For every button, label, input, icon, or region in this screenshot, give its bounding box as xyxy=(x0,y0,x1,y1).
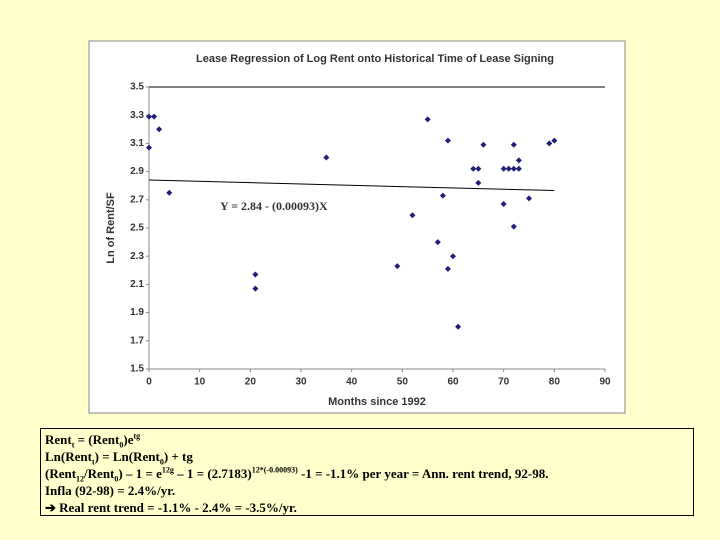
text-run: t xyxy=(71,440,75,450)
chart-title: Lease Regression of Log Rent onto Histor… xyxy=(196,53,554,65)
text-run: -1 = -1.1% per year = Ann. rent trend, 9… xyxy=(297,466,549,481)
data-point xyxy=(475,165,482,172)
y-tick-label: 1.9 xyxy=(130,307,144,318)
data-point xyxy=(166,189,173,196)
text-run: 12g xyxy=(161,465,174,475)
y-tick-label: 2.7 xyxy=(130,194,144,205)
text-run: Ln(Rent xyxy=(45,449,92,464)
text-run: t xyxy=(91,457,95,467)
data-point xyxy=(510,165,517,172)
text-run: – 1 = (2.7183) xyxy=(173,466,252,481)
text-run: Infla (92-98) = 2.4%/yr. xyxy=(45,483,176,498)
x-tick-label: 10 xyxy=(194,377,206,388)
y-tick-label: 1.7 xyxy=(130,335,144,346)
data-point xyxy=(450,253,456,260)
regression-equation: Y = 2.84 - (0.00093)X xyxy=(220,199,328,213)
text-line: Rentt = (Rent0)etg xyxy=(45,431,689,450)
data-point xyxy=(146,113,152,120)
x-tick-label: 50 xyxy=(397,377,409,388)
text-box: Rentt = (Rent0)etg Ln(Rentt) = Ln(Rent0) … xyxy=(40,428,694,516)
text-run: 12 xyxy=(76,474,85,484)
data-point xyxy=(546,140,553,147)
text-run: ) – 1 = e xyxy=(118,466,162,481)
data-point xyxy=(455,323,462,330)
y-tick-label: 1.5 xyxy=(130,364,144,375)
text-run: tg xyxy=(133,431,141,441)
data-point xyxy=(500,201,507,208)
data-point xyxy=(323,154,330,161)
chart-area xyxy=(88,40,626,414)
text-line: ➔ Real rent trend = -1.1% - 2.4% = -3.5%… xyxy=(45,499,689,516)
text-run: 0 xyxy=(114,474,119,484)
text-run: (Rent xyxy=(45,466,77,481)
y-tick-label: 3.3 xyxy=(130,110,144,121)
y-tick-label: 2.3 xyxy=(130,251,144,262)
text-line: Infla (92-98) = 2.4%/yr. xyxy=(45,482,689,499)
text-line: Ln(Rentt) = Ln(Rent0) + tg xyxy=(45,448,689,467)
y-tick-label: 3.1 xyxy=(130,138,144,149)
text-run: 0 xyxy=(119,440,124,450)
data-point xyxy=(505,165,512,172)
x-axis-label: Months since 1992 xyxy=(328,396,426,408)
data-point xyxy=(151,113,158,120)
x-tick-label: 30 xyxy=(295,377,307,388)
text-run: 12*(-0.00093) xyxy=(251,465,298,475)
data-point xyxy=(551,137,558,144)
data-point xyxy=(439,192,446,199)
text-line: (Rent12/Rent0) – 1 = e12g – 1 = (2.7183)… xyxy=(45,465,689,484)
data-point xyxy=(526,195,532,202)
x-tick-label: 20 xyxy=(245,377,257,388)
data-point xyxy=(475,179,482,186)
x-tick-label: 0 xyxy=(146,377,152,388)
data-point xyxy=(480,141,487,148)
data-point xyxy=(156,126,163,133)
data-point xyxy=(510,141,517,148)
data-point xyxy=(146,144,152,151)
data-point xyxy=(394,263,401,270)
x-tick-label: 90 xyxy=(599,377,611,388)
data-point xyxy=(252,285,259,292)
data-point xyxy=(444,137,451,144)
x-tick-label: 70 xyxy=(498,377,510,388)
y-tick-label: 2.9 xyxy=(130,166,144,177)
trend-line xyxy=(148,179,555,192)
text-run: ➔ Real rent trend = -1.1% - 2.4% = -3.5%… xyxy=(45,500,297,515)
text-run: ) = Ln(Rent xyxy=(94,449,160,464)
data-point xyxy=(409,212,416,219)
x-tick-label: 40 xyxy=(346,377,358,388)
text-run: /Rent xyxy=(84,466,115,481)
data-point xyxy=(500,165,507,172)
y-tick-label: 3.5 xyxy=(130,82,144,93)
text-run: ) + tg xyxy=(163,449,193,464)
data-point xyxy=(510,223,517,230)
data-point xyxy=(424,116,431,123)
x-tick-label: 60 xyxy=(447,377,459,388)
data-point xyxy=(470,165,477,172)
data-point xyxy=(515,157,522,164)
y-axis-label: Ln of Rent/SF xyxy=(105,192,117,264)
text-run: 0 xyxy=(159,457,164,467)
data-point xyxy=(434,239,441,246)
data-point xyxy=(515,165,522,172)
data-point xyxy=(444,265,451,272)
text-run: Rent xyxy=(45,432,72,447)
text-run: )e xyxy=(123,432,134,447)
y-tick-label: 2.5 xyxy=(130,223,144,234)
text-run: = (Rent xyxy=(74,432,120,447)
data-point xyxy=(252,271,259,278)
x-tick-label: 80 xyxy=(549,377,561,388)
y-tick-label: 2.1 xyxy=(130,279,144,290)
